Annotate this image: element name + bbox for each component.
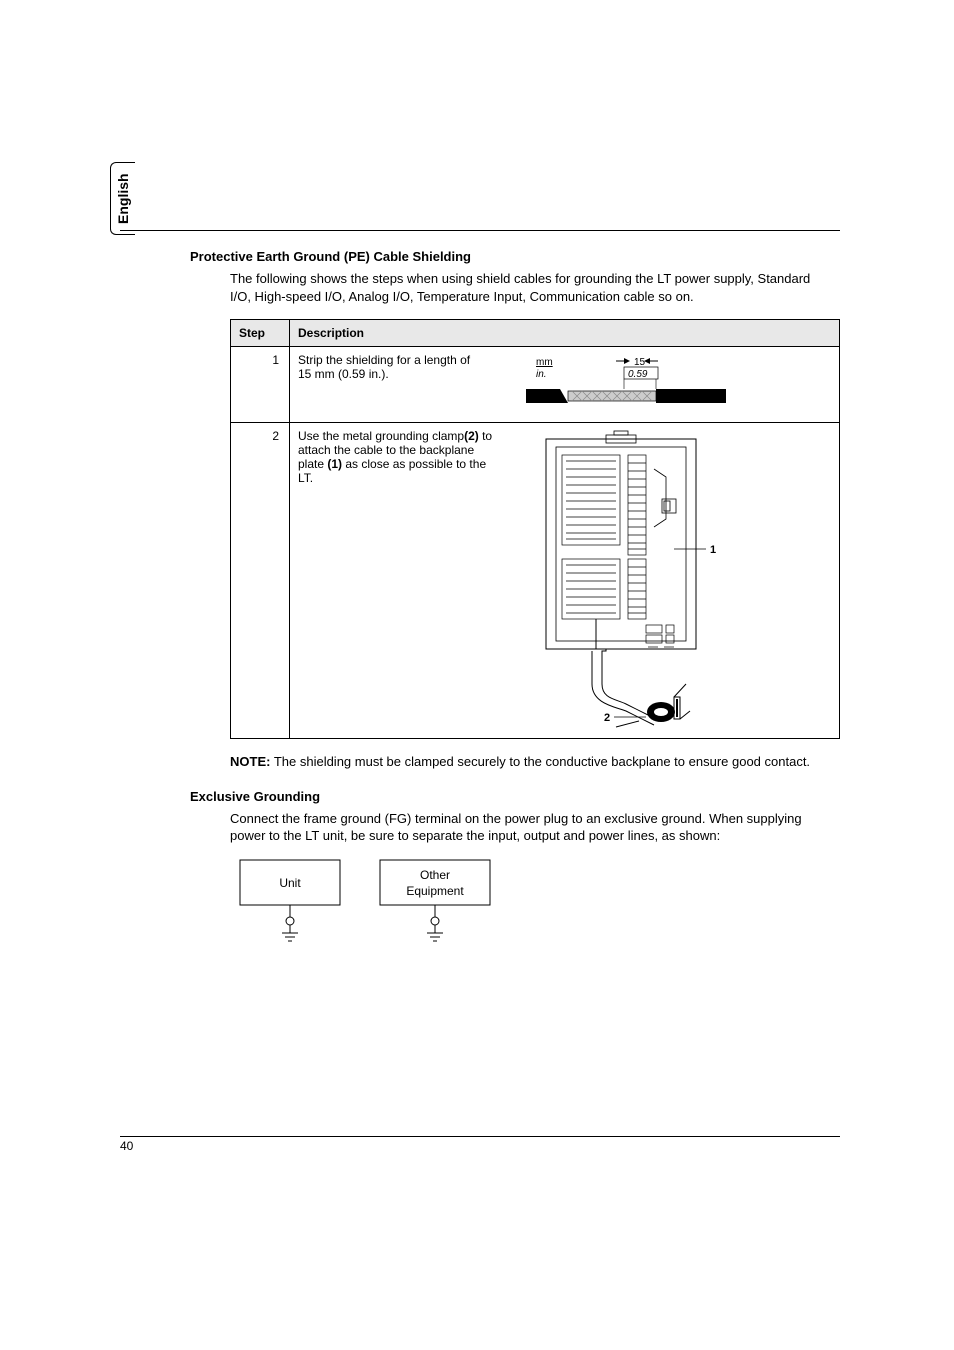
section-intro-shielding: The following shows the steps when using… <box>230 270 830 305</box>
step-text: Strip the shielding for a length of 15 m… <box>298 353 503 381</box>
grounding-diagram: Unit Other Equipment <box>230 855 840 960</box>
top-rule <box>120 230 840 231</box>
page-number: 40 <box>120 1136 840 1153</box>
step-text: Use the metal grounding clamp(2) to atta… <box>298 429 503 485</box>
section-title-grounding: Exclusive Grounding <box>190 789 840 804</box>
svg-text:1: 1 <box>710 544 716 556</box>
language-tab: English <box>110 162 135 235</box>
svg-text:0.59: 0.59 <box>628 369 648 380</box>
steps-table: Step Description 1 Strip the shielding f… <box>230 319 840 739</box>
col-header-description: Description <box>290 320 840 347</box>
backplane-clamp-diagram: 1 2 <box>506 429 806 732</box>
svg-text:mm: mm <box>536 357 553 368</box>
table-row: 2 Use the metal grounding clamp(2) to at… <box>231 423 840 739</box>
col-header-step: Step <box>231 320 290 347</box>
page-content: Protective Earth Ground (PE) Cable Shiel… <box>120 230 840 960</box>
note-text: NOTE: The shielding must be clamped secu… <box>230 753 830 771</box>
strip-shielding-diagram: mm in. 15 0.59 <box>506 353 806 416</box>
step-description: Strip the shielding for a length of 15 m… <box>290 347 840 423</box>
table-row: 1 Strip the shielding for a length of 15… <box>231 347 840 423</box>
section-title-shielding: Protective Earth Ground (PE) Cable Shiel… <box>190 249 840 264</box>
svg-text:in.: in. <box>536 369 547 380</box>
step-number: 2 <box>231 423 290 739</box>
step-description: Use the metal grounding clamp(2) to atta… <box>290 423 840 739</box>
step-number: 1 <box>231 347 290 423</box>
svg-text:15: 15 <box>634 357 646 368</box>
svg-text:Other: Other <box>420 868 450 882</box>
svg-text:Equipment: Equipment <box>406 884 464 898</box>
svg-text:Unit: Unit <box>279 876 301 890</box>
svg-text:2: 2 <box>604 712 610 724</box>
section-intro-grounding: Connect the frame ground (FG) terminal o… <box>230 810 830 845</box>
